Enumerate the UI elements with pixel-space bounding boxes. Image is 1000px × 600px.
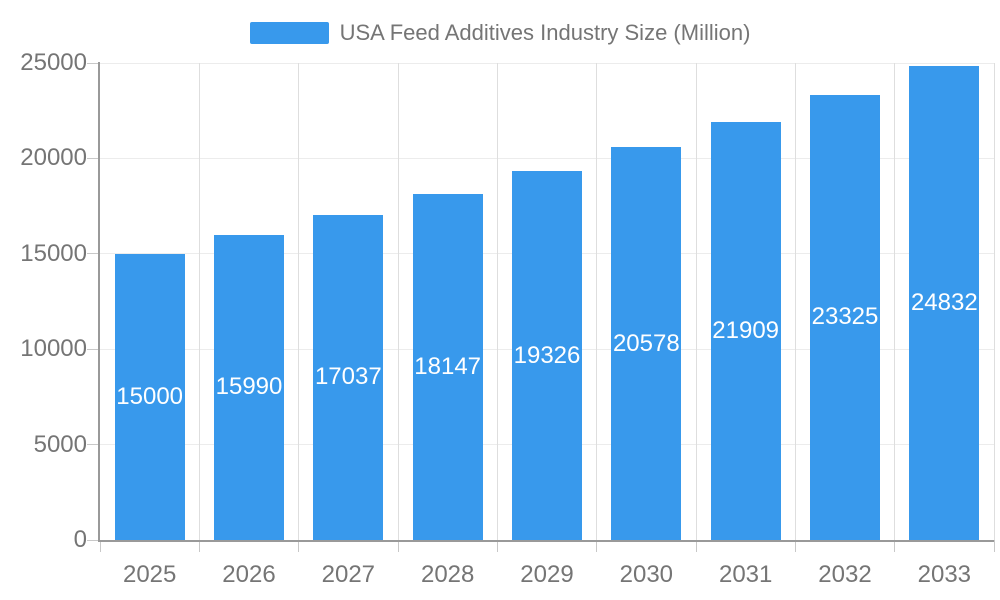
x-axis-tick	[496, 540, 498, 552]
x-axis-tick	[198, 540, 200, 552]
x-axis-label: 2025	[122, 561, 177, 588]
y-axis-tick	[87, 444, 100, 446]
x-axis-tick	[794, 540, 796, 552]
v-gridline	[397, 63, 399, 540]
y-axis-label: 0	[73, 526, 87, 553]
y-axis-tick	[87, 539, 100, 541]
legend-swatch	[249, 22, 329, 44]
h-gridline	[100, 157, 994, 159]
v-gridline	[993, 63, 995, 540]
x-axis-label: 2028	[420, 561, 475, 588]
x-axis-label: 2033	[917, 561, 972, 588]
y-axis-label: 25000	[20, 49, 87, 76]
y-axis-tick	[87, 62, 100, 64]
bar-2027[interactable]	[313, 214, 384, 540]
x-axis-tick	[894, 540, 896, 552]
h-gridline	[100, 62, 994, 64]
v-gridline	[794, 63, 796, 540]
v-gridline	[596, 63, 598, 540]
v-gridline	[695, 63, 697, 540]
x-axis-tick	[695, 540, 697, 552]
y-axis-label: 5000	[33, 430, 87, 458]
x-axis-label: 2029	[520, 561, 574, 588]
x-axis-label: 2031	[718, 561, 773, 588]
x-axis-tick	[99, 540, 101, 552]
legend-label: USA Feed Additives Industry Size (Millio…	[339, 20, 751, 45]
y-axis-tick	[87, 157, 100, 159]
bar-2033[interactable]	[909, 66, 980, 540]
legend-item[interactable]: USA Feed Additives Industry Size (Millio…	[0, 20, 1000, 46]
x-axis-tick	[298, 540, 300, 552]
bar-2032[interactable]	[810, 94, 880, 540]
y-axis-tick	[87, 348, 100, 350]
x-axis-tick	[596, 540, 598, 552]
x-axis-label: 2030	[619, 561, 674, 588]
x-axis-line	[98, 540, 994, 542]
x-axis-label: 2026	[222, 561, 276, 588]
v-gridline	[496, 63, 498, 540]
bar-2028[interactable]	[412, 193, 483, 540]
y-axis-label: 10000	[20, 335, 87, 363]
bar-2031[interactable]	[710, 121, 781, 540]
v-gridline	[198, 63, 200, 540]
x-axis-label: 2027	[321, 561, 376, 588]
bar-2025[interactable]	[114, 253, 185, 540]
x-axis-tick	[993, 540, 995, 552]
y-axis-label: 15000	[20, 239, 87, 267]
v-gridline	[894, 63, 896, 540]
bar-2030[interactable]	[611, 147, 682, 540]
bar-2026[interactable]	[214, 234, 284, 540]
x-axis-label: 2032	[818, 561, 872, 588]
x-axis-tick	[397, 540, 399, 552]
y-axis-label: 20000	[20, 144, 87, 172]
y-axis-line	[98, 62, 100, 541]
bar-2029[interactable]	[512, 171, 582, 540]
y-axis-tick	[87, 253, 100, 255]
v-gridline	[298, 63, 300, 540]
